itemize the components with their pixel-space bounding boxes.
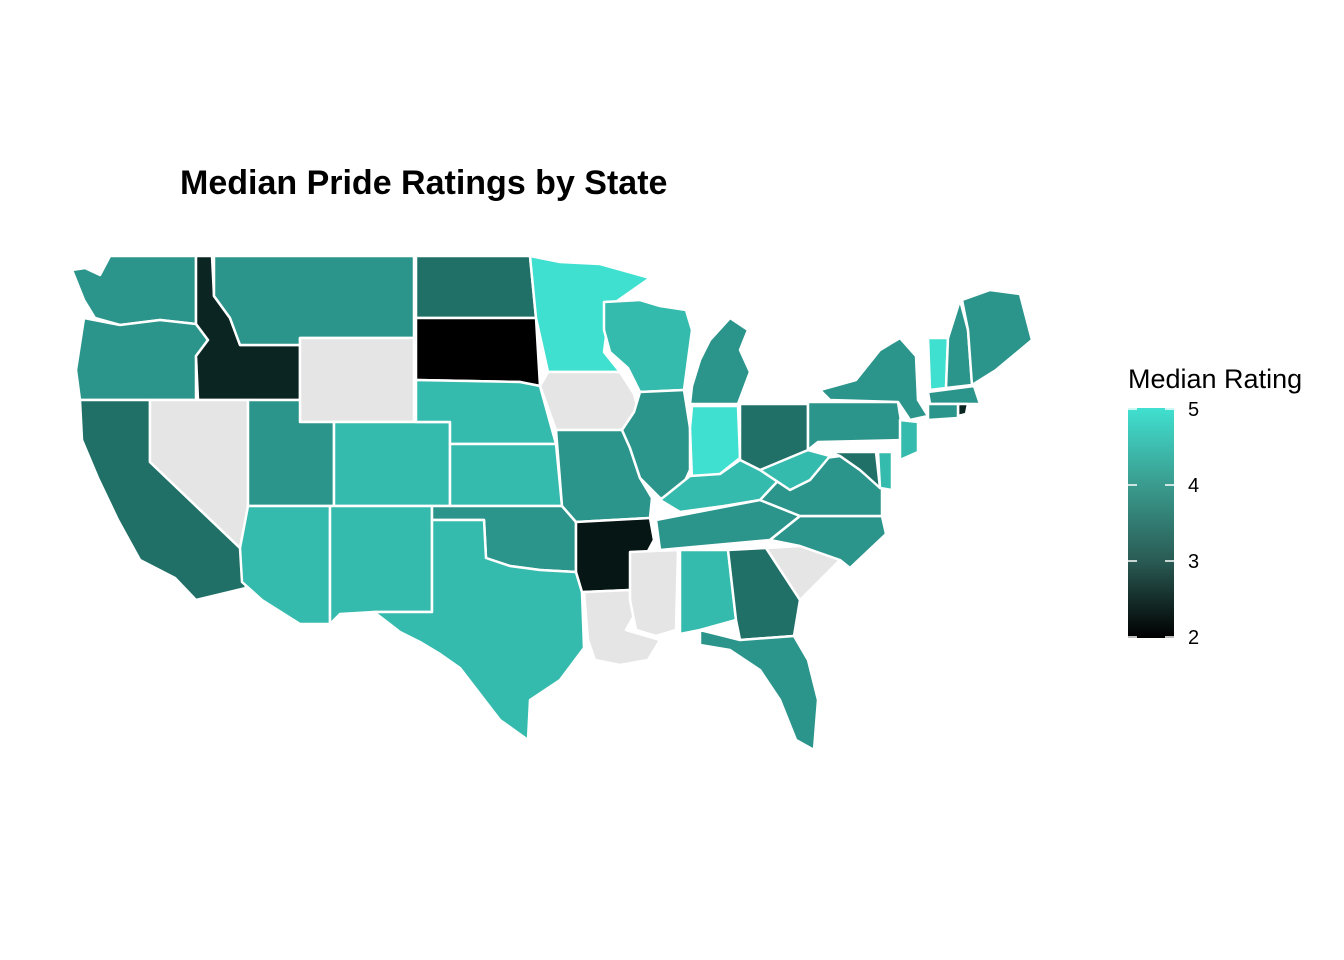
state-iowa: [538, 370, 642, 432]
state-alabama: [678, 548, 738, 636]
state-arizona: [238, 504, 332, 626]
state-mississippi: [628, 548, 680, 638]
state-new-mexico: [328, 504, 434, 626]
legend-tick-4: 4: [1188, 475, 1200, 497]
state-connecticut: [926, 402, 960, 422]
map-title: Median Pride Ratings by State: [180, 164, 668, 202]
state-florida: [698, 628, 820, 752]
state-maryland: [828, 450, 882, 490]
legend-tick-2: 2: [1188, 627, 1200, 649]
state-rhode-island: [956, 402, 970, 418]
state-massachusetts: [926, 384, 982, 406]
legend-title: Median Rating: [1128, 364, 1303, 394]
state-south-carolina: [764, 544, 842, 602]
state-south-dakota: [414, 316, 542, 388]
state-maine: [960, 288, 1034, 387]
state-new-york: [818, 336, 930, 422]
legend-tick-3: 3: [1188, 551, 1200, 573]
state-colorado: [332, 420, 452, 508]
state-michigan: [688, 316, 752, 406]
state-montana: [212, 254, 416, 347]
state-wyoming: [298, 336, 416, 424]
state-pennsylvania: [806, 400, 906, 452]
state-illinois: [620, 388, 692, 502]
legend-color-bar: [1128, 408, 1174, 638]
state-washington: [70, 254, 198, 327]
state-oregon: [74, 316, 210, 402]
legend-tick-5: 5: [1188, 399, 1200, 421]
state-kansas: [448, 442, 564, 508]
state-texas: [372, 518, 586, 742]
state-new-jersey: [898, 418, 920, 462]
state-west-virginia: [758, 448, 832, 492]
state-north-dakota: [414, 254, 538, 320]
